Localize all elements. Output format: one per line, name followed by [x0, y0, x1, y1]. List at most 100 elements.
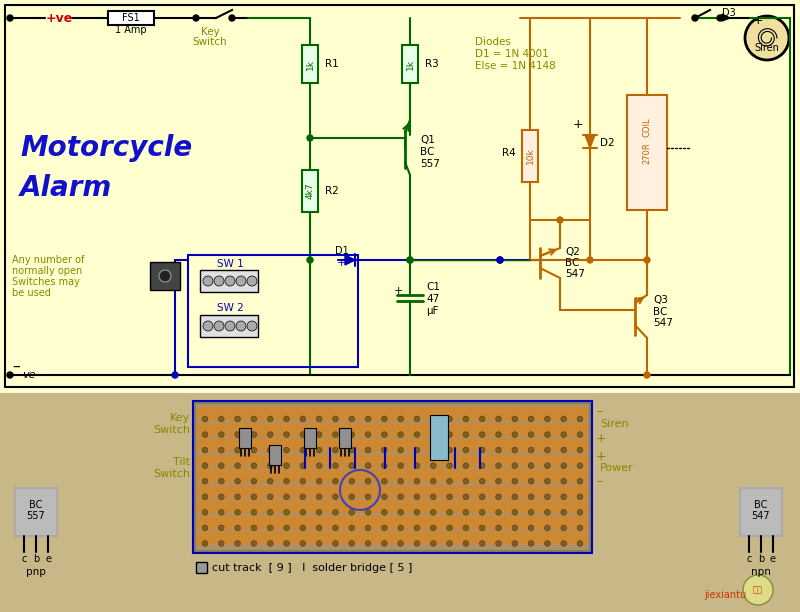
- Circle shape: [398, 416, 403, 422]
- Circle shape: [578, 431, 582, 438]
- Text: 557: 557: [420, 159, 440, 169]
- Circle shape: [463, 447, 469, 453]
- Circle shape: [218, 431, 224, 438]
- Circle shape: [398, 431, 403, 438]
- Circle shape: [333, 479, 338, 484]
- Circle shape: [159, 270, 171, 282]
- Circle shape: [247, 321, 257, 331]
- Circle shape: [366, 510, 371, 515]
- Circle shape: [229, 15, 235, 21]
- Circle shape: [214, 276, 224, 286]
- Text: SW 1: SW 1: [217, 259, 243, 269]
- Text: e: e: [45, 554, 51, 564]
- Bar: [108, 11, 154, 25]
- Text: Motorcycle: Motorcycle: [20, 134, 192, 162]
- Circle shape: [644, 372, 650, 378]
- Circle shape: [202, 463, 208, 468]
- Circle shape: [463, 525, 469, 531]
- Circle shape: [300, 447, 306, 453]
- Circle shape: [528, 416, 534, 422]
- Text: COIL: COIL: [642, 117, 651, 137]
- Bar: [402, 45, 418, 83]
- Circle shape: [316, 510, 322, 515]
- Circle shape: [578, 525, 582, 531]
- Circle shape: [225, 321, 235, 331]
- Circle shape: [300, 494, 306, 499]
- Bar: [302, 45, 318, 83]
- Circle shape: [316, 447, 322, 453]
- Circle shape: [512, 447, 518, 453]
- Text: 1k: 1k: [406, 59, 414, 70]
- Circle shape: [561, 431, 566, 438]
- Circle shape: [430, 463, 436, 468]
- Text: BC: BC: [653, 307, 667, 317]
- Text: R3: R3: [425, 59, 438, 69]
- Text: Switch: Switch: [153, 425, 190, 435]
- Circle shape: [398, 525, 403, 531]
- Circle shape: [479, 510, 485, 515]
- Circle shape: [398, 510, 403, 515]
- Text: 270R: 270R: [642, 142, 651, 164]
- Circle shape: [512, 510, 518, 515]
- Text: b: b: [33, 554, 39, 564]
- Circle shape: [463, 479, 469, 484]
- Circle shape: [307, 135, 313, 141]
- Circle shape: [528, 431, 534, 438]
- Circle shape: [251, 479, 257, 484]
- Circle shape: [479, 494, 485, 499]
- Circle shape: [382, 463, 387, 468]
- Circle shape: [446, 525, 452, 531]
- Circle shape: [267, 494, 273, 499]
- Text: Key: Key: [201, 27, 219, 37]
- Circle shape: [218, 463, 224, 468]
- Circle shape: [7, 15, 13, 21]
- Text: normally open: normally open: [12, 266, 82, 276]
- Circle shape: [300, 431, 306, 438]
- Circle shape: [251, 416, 257, 422]
- Text: 1 Amp: 1 Amp: [115, 25, 147, 35]
- Text: Power: Power: [600, 463, 634, 473]
- Circle shape: [333, 431, 338, 438]
- Text: 维库: 维库: [753, 586, 763, 594]
- Circle shape: [743, 575, 773, 605]
- Text: be used: be used: [12, 288, 51, 298]
- Polygon shape: [345, 255, 355, 265]
- Bar: [197, 531, 588, 545]
- Circle shape: [333, 525, 338, 531]
- Text: +: +: [573, 119, 583, 132]
- Circle shape: [479, 525, 485, 531]
- Circle shape: [382, 494, 387, 499]
- Bar: [197, 438, 588, 451]
- Text: 1k: 1k: [306, 59, 314, 70]
- Circle shape: [247, 276, 257, 286]
- Circle shape: [512, 416, 518, 422]
- Text: BC: BC: [565, 258, 579, 268]
- Circle shape: [545, 431, 550, 438]
- Circle shape: [218, 416, 224, 422]
- Bar: [269, 445, 281, 465]
- Circle shape: [587, 257, 593, 263]
- Circle shape: [561, 416, 566, 422]
- Circle shape: [333, 463, 338, 468]
- Bar: [239, 428, 251, 448]
- Bar: [740, 488, 782, 536]
- Text: pnp: pnp: [26, 567, 46, 577]
- Circle shape: [7, 372, 13, 378]
- Circle shape: [235, 479, 241, 484]
- Text: Siren: Siren: [600, 419, 629, 429]
- Circle shape: [284, 540, 290, 547]
- Bar: [302, 170, 318, 212]
- Circle shape: [578, 479, 582, 484]
- Text: Switches may: Switches may: [12, 277, 80, 287]
- Circle shape: [267, 431, 273, 438]
- Circle shape: [382, 510, 387, 515]
- Circle shape: [561, 494, 566, 499]
- Circle shape: [463, 494, 469, 499]
- Circle shape: [545, 416, 550, 422]
- Text: +: +: [394, 286, 403, 296]
- Bar: [197, 453, 588, 467]
- Bar: [5, 5, 794, 387]
- Circle shape: [430, 479, 436, 484]
- Circle shape: [349, 525, 354, 531]
- Polygon shape: [722, 14, 730, 21]
